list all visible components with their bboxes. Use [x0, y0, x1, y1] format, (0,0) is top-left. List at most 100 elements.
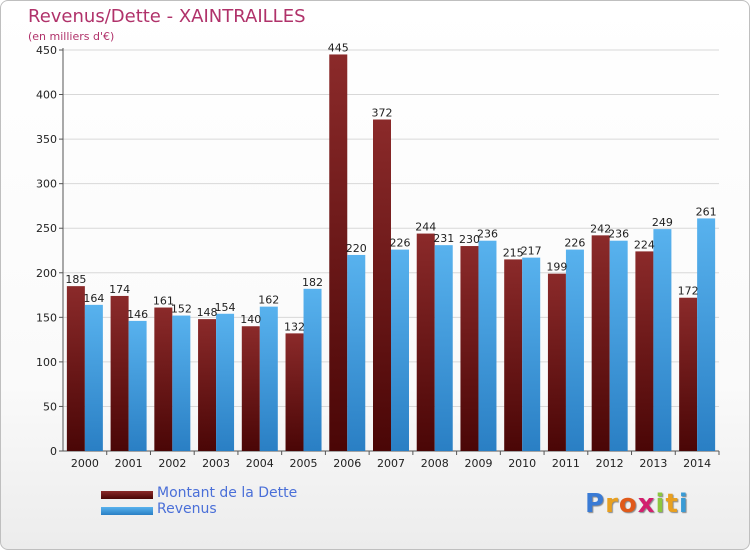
chart-subtitle: (en milliers d'€)	[28, 30, 115, 43]
data-label-revenus: 154	[215, 301, 236, 314]
bar-dette	[154, 307, 173, 451]
data-label-dette: 445	[328, 41, 349, 54]
bar-revenus	[391, 249, 409, 451]
y-tick-label: 250	[36, 222, 57, 235]
x-tick-label: 2004	[246, 457, 274, 470]
x-tick-label: 2014	[683, 457, 711, 470]
chart-title: Revenus/Dette - XAINTRAILLES	[28, 6, 306, 27]
data-label-revenus: 226	[564, 237, 585, 250]
bar-revenus	[216, 313, 235, 451]
legend-swatch-dette	[101, 491, 153, 499]
data-label-dette: 185	[65, 273, 86, 286]
y-tick-label: 300	[36, 178, 57, 191]
bar-revenus	[128, 320, 147, 451]
data-label-revenus: 182	[302, 276, 323, 289]
bar-dette	[504, 259, 523, 451]
bar-dette	[547, 273, 566, 451]
x-tick-label: 2011	[552, 457, 580, 470]
data-label-dette: 161	[153, 295, 174, 308]
y-tick-label: 400	[36, 89, 57, 102]
data-label-revenus: 249	[652, 216, 673, 229]
logo-letter: i	[678, 489, 689, 519]
bar-dette	[416, 233, 435, 451]
bar-dette	[679, 297, 698, 451]
data-label-dette: 372	[372, 107, 393, 120]
bar-dette	[66, 286, 85, 451]
bar-revenus	[259, 306, 278, 451]
bar-revenus	[434, 245, 453, 451]
y-tick-label: 350	[36, 133, 57, 146]
bar-revenus	[84, 304, 103, 451]
bar-dette	[373, 119, 391, 452]
data-label-revenus: 226	[390, 237, 411, 250]
x-tick-label: 2012	[596, 457, 624, 470]
data-label-dette: 242	[590, 222, 611, 235]
x-tick-label: 2002	[158, 457, 186, 470]
x-tick-label: 2006	[333, 457, 361, 470]
bar-revenus	[303, 288, 322, 451]
x-tick-label: 2001	[115, 457, 143, 470]
data-label-revenus: 217	[521, 245, 542, 258]
data-label-dette: 174	[109, 283, 130, 296]
data-label-dette: 230	[459, 233, 480, 246]
data-label-dette: 215	[503, 246, 524, 259]
legend-label-revenus: Revenus	[157, 501, 217, 517]
data-label-revenus: 164	[83, 292, 104, 305]
bar-dette	[285, 333, 304, 451]
y-tick-label: 50	[43, 400, 57, 413]
logo-letter: i	[655, 489, 666, 519]
data-label-dette: 199	[546, 261, 567, 274]
bar-dette	[198, 319, 217, 451]
data-label-revenus: 236	[608, 228, 629, 241]
bar-revenus	[522, 257, 541, 451]
x-tick-label: 2007	[377, 457, 405, 470]
x-tick-label: 2010	[508, 457, 536, 470]
bar-dette	[110, 295, 129, 451]
data-label-revenus: 162	[258, 294, 279, 307]
y-tick-label: 200	[36, 267, 57, 280]
x-tick-label: 2009	[464, 457, 492, 470]
bar-dette	[591, 235, 610, 451]
bar-revenus	[565, 249, 584, 451]
y-tick-label: 0	[50, 445, 57, 458]
legend-swatch-revenus	[101, 507, 153, 515]
x-tick-label: 2005	[290, 457, 318, 470]
bar-revenus	[653, 229, 672, 451]
data-label-dette: 140	[240, 313, 261, 326]
y-tick-label: 450	[36, 44, 57, 57]
bar-dette	[241, 326, 260, 451]
bar-dette	[329, 54, 348, 451]
logo-letter: P	[585, 489, 606, 519]
logo-letter: r	[605, 489, 619, 519]
x-tick-label: 2008	[421, 457, 449, 470]
y-tick-label: 150	[36, 311, 57, 324]
logo-letter: t	[665, 489, 679, 519]
logo-letter: x	[637, 489, 656, 519]
data-label-revenus: 220	[346, 242, 367, 255]
data-label-revenus: 152	[171, 303, 192, 316]
data-label-dette: 132	[284, 320, 305, 333]
bar-revenus	[478, 240, 497, 451]
x-tick-label: 2000	[71, 457, 99, 470]
data-label-revenus: 261	[696, 205, 717, 218]
proxiti-logo: Proxiti	[585, 489, 689, 519]
data-label-revenus: 236	[477, 228, 498, 241]
logo-letter: o	[618, 489, 638, 519]
bar-revenus	[609, 240, 628, 451]
bar-revenus	[172, 315, 191, 451]
x-tick-label: 2013	[639, 457, 667, 470]
data-label-dette: 172	[678, 285, 699, 298]
data-label-revenus: 146	[127, 308, 148, 321]
bar-revenus	[697, 218, 716, 451]
data-label-dette: 148	[197, 306, 218, 319]
data-label-dette: 224	[634, 238, 655, 251]
bar-dette	[635, 251, 654, 451]
bar-dette	[460, 246, 479, 451]
bar-revenus	[347, 254, 366, 451]
data-label-dette: 244	[415, 221, 436, 234]
data-label-revenus: 231	[433, 232, 454, 245]
x-tick-label: 2003	[202, 457, 230, 470]
y-tick-label: 100	[36, 356, 57, 369]
